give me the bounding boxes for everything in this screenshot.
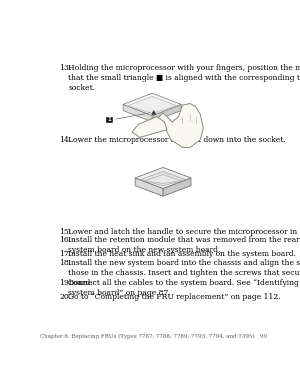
Polygon shape xyxy=(157,104,203,147)
FancyBboxPatch shape xyxy=(106,117,112,122)
Polygon shape xyxy=(128,96,177,113)
Text: 18.: 18. xyxy=(59,259,71,267)
Polygon shape xyxy=(135,168,191,189)
Text: Install the new system board into the chassis and align the screw holes with
tho: Install the new system board into the ch… xyxy=(68,259,300,288)
Text: 20.: 20. xyxy=(59,293,71,301)
Text: 16.: 16. xyxy=(59,236,71,244)
Text: Lower the microprocessor straight down into the socket.: Lower the microprocessor straight down i… xyxy=(68,136,286,144)
Text: 15.: 15. xyxy=(59,227,71,236)
Polygon shape xyxy=(123,104,152,122)
Text: Holding the microprocessor with your fingers, position the microprocessor so
tha: Holding the microprocessor with your fin… xyxy=(68,64,300,92)
Text: Connect all the cables to the system board. See “Identifying parts on the
system: Connect all the cables to the system boa… xyxy=(68,279,300,297)
Polygon shape xyxy=(152,104,181,122)
Text: Chapter 8. Replacing FRUs (Types 7787, 7788, 7789, 7793, 7794, and 7395)   99: Chapter 8. Replacing FRUs (Types 7787, 7… xyxy=(40,334,267,339)
Polygon shape xyxy=(141,171,185,186)
Text: 1: 1 xyxy=(107,117,111,122)
Polygon shape xyxy=(145,175,181,184)
Text: Go to “Completing the FRU replacement” on page 112.: Go to “Completing the FRU replacement” o… xyxy=(68,293,281,301)
Polygon shape xyxy=(152,110,156,114)
Text: Install the retention module that was removed from the rear of the failing
syste: Install the retention module that was re… xyxy=(68,236,300,255)
Polygon shape xyxy=(132,117,167,137)
Text: 19.: 19. xyxy=(59,279,71,287)
Text: 14.: 14. xyxy=(59,136,71,144)
Text: Install the heat sink and fan assembly on the system board.: Install the heat sink and fan assembly o… xyxy=(68,250,296,258)
Text: 13.: 13. xyxy=(59,64,71,71)
Polygon shape xyxy=(163,178,191,196)
Text: 17.: 17. xyxy=(59,250,71,258)
Polygon shape xyxy=(135,178,163,196)
Polygon shape xyxy=(123,93,181,116)
Text: Lower and latch the handle to secure the microprocessor in the socket.: Lower and latch the handle to secure the… xyxy=(68,227,300,236)
